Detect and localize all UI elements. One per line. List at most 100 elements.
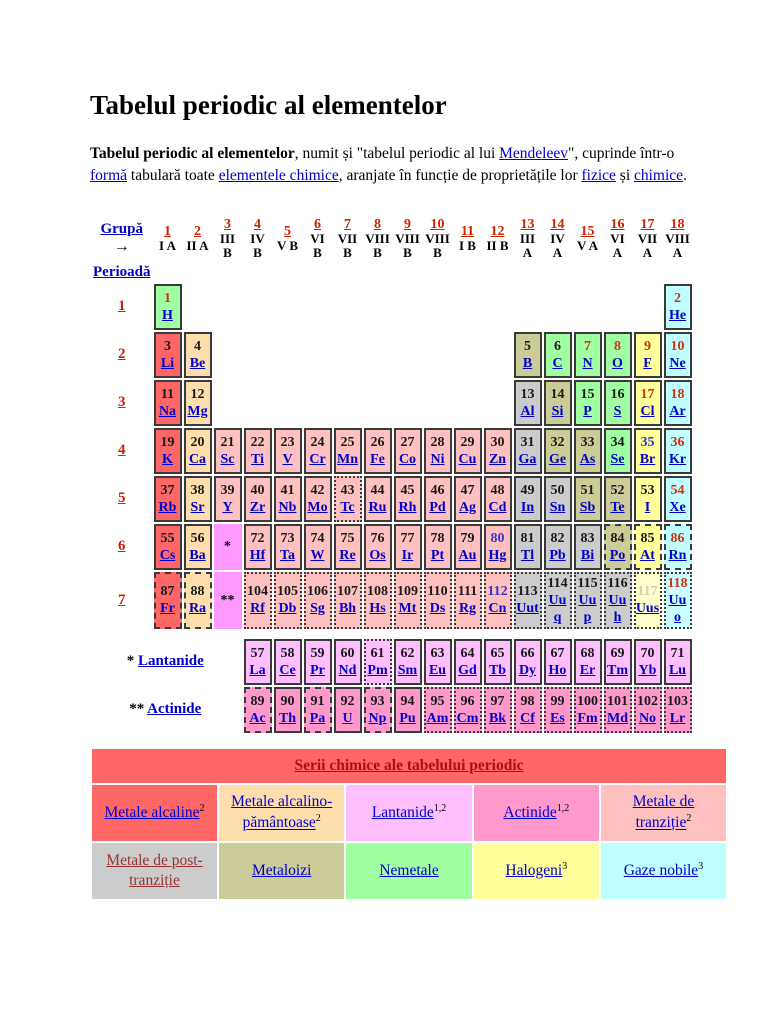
lanthanide-series-link[interactable]: Lantanide	[137, 653, 204, 670]
element-pt-link[interactable]: Pt	[430, 547, 445, 563]
group-4-link[interactable]: 4	[254, 216, 261, 232]
legend-header-link[interactable]: Serii chimice ale tabelului periodic	[294, 756, 524, 774]
element-uuq-link[interactable]: Uuq	[548, 592, 567, 625]
legend-metale-de-post-tranzi-ie-link[interactable]: Metale de post-tranziție	[106, 851, 203, 889]
element-ag-link[interactable]: Ag	[458, 499, 477, 515]
element-o-link[interactable]: O	[612, 355, 623, 371]
element-sb-link[interactable]: Sb	[579, 499, 596, 515]
group-14-link[interactable]: 14	[550, 216, 565, 232]
element-ru-link[interactable]: Ru	[368, 499, 387, 515]
element-na-link[interactable]: Na	[158, 403, 177, 419]
element-bh-link[interactable]: Bh	[338, 601, 357, 617]
element-la-link[interactable]: La	[249, 662, 266, 678]
element-th-link[interactable]: Th	[278, 710, 297, 726]
group-13-link[interactable]: 13	[520, 216, 535, 232]
legend-halogeni-link[interactable]: Halogeni	[505, 862, 563, 880]
element-al-link[interactable]: Al	[520, 403, 535, 419]
period-5-link[interactable]: 5	[118, 490, 126, 507]
element-cl-link[interactable]: Cl	[640, 403, 655, 419]
element-tb-link[interactable]: Tb	[488, 662, 507, 678]
element-ni-link[interactable]: Ni	[430, 451, 445, 467]
group-6-link[interactable]: 6	[314, 216, 321, 232]
group-17-link[interactable]: 17	[640, 216, 655, 232]
element-cu-link[interactable]: Cu	[458, 451, 477, 467]
group-10-link[interactable]: 10	[430, 216, 445, 232]
element-pb-link[interactable]: Pb	[549, 547, 566, 563]
element-rf-link[interactable]: Rf	[250, 601, 265, 617]
element-hg-link[interactable]: Hg	[488, 547, 507, 563]
element-cd-link[interactable]: Cd	[488, 499, 507, 515]
element-k-link[interactable]: K	[162, 451, 173, 467]
element-sr-link[interactable]: Sr	[190, 499, 205, 515]
element-rb-link[interactable]: Rb	[158, 499, 177, 515]
period-label-link[interactable]: Perioadă	[93, 263, 151, 280]
element-lr-link[interactable]: Lr	[669, 710, 686, 726]
element-s-link[interactable]: S	[613, 403, 622, 419]
element-uuh-link[interactable]: Uuh	[608, 592, 627, 625]
group-5-link[interactable]: 5	[284, 223, 291, 239]
element-hf-link[interactable]: Hf	[249, 547, 266, 563]
element-lu-link[interactable]: Lu	[668, 662, 687, 678]
element-md-link[interactable]: Md	[607, 710, 628, 726]
group-15-link[interactable]: 15	[580, 223, 595, 239]
element-uup-link[interactable]: Uup	[578, 592, 597, 625]
element-pd-link[interactable]: Pd	[429, 499, 446, 515]
element-mo-link[interactable]: Mo	[307, 499, 328, 515]
legend-actinide-link[interactable]: Actinide	[503, 804, 557, 822]
element-f-link[interactable]: F	[643, 355, 652, 371]
period-4-link[interactable]: 4	[118, 442, 126, 459]
element-uus-link[interactable]: Uus	[635, 601, 660, 617]
element-ti-link[interactable]: Ti	[251, 451, 264, 467]
legend-metaloizi-link[interactable]: Metaloizi	[251, 861, 312, 879]
legend-nemetale-link[interactable]: Nemetale	[379, 861, 439, 879]
element-fe-link[interactable]: Fe	[370, 451, 385, 467]
period-7-link[interactable]: 7	[118, 591, 126, 608]
element-h-link[interactable]: H	[162, 307, 173, 323]
element-np-link[interactable]: Np	[368, 710, 387, 726]
legend-lantanide-link[interactable]: Lantanide	[371, 804, 434, 822]
element-tl-link[interactable]: Tl	[520, 547, 535, 563]
element-po-link[interactable]: Po	[609, 547, 626, 563]
element-co-link[interactable]: Co	[398, 451, 417, 467]
element-fr-link[interactable]: Fr	[160, 601, 175, 617]
element-ca-link[interactable]: Ca	[188, 451, 207, 467]
element-ho-link[interactable]: Ho	[548, 662, 567, 678]
actinide-series-link[interactable]: Actinide	[147, 701, 202, 718]
element-w-link[interactable]: W	[310, 547, 325, 563]
element-pu-link[interactable]: Pu	[399, 710, 416, 726]
group-2-link[interactable]: 2	[194, 223, 201, 239]
element-pa-link[interactable]: Pa	[309, 710, 326, 726]
period-2-link[interactable]: 2	[118, 346, 126, 363]
legend-gaze-nobile-link[interactable]: Gaze nobile	[623, 862, 699, 880]
element-pr-link[interactable]: Pr	[310, 662, 325, 678]
element-eu-link[interactable]: Eu	[428, 662, 447, 678]
element-c-link[interactable]: C	[552, 355, 563, 371]
element-kr-link[interactable]: Kr	[668, 451, 687, 467]
element-mt-link[interactable]: Mt	[398, 601, 417, 617]
group-9-link[interactable]: 9	[404, 216, 411, 232]
element-te-link[interactable]: Te	[610, 499, 625, 515]
element-ds-link[interactable]: Ds	[429, 601, 446, 617]
element-cm-link[interactable]: Cm	[456, 710, 479, 726]
element-ra-link[interactable]: Ra	[188, 601, 207, 617]
element-rn-link[interactable]: Rn	[668, 547, 687, 563]
element-bk-link[interactable]: Bk	[488, 710, 507, 726]
element-os-link[interactable]: Os	[369, 547, 386, 563]
element-nb-link[interactable]: Nb	[278, 499, 297, 515]
period-1-link[interactable]: 1	[118, 298, 126, 315]
group-3-link[interactable]: 3	[224, 216, 231, 232]
element-br-link[interactable]: Br	[639, 451, 656, 467]
element-ta-link[interactable]: Ta	[279, 547, 296, 563]
element-he-link[interactable]: He	[668, 307, 687, 323]
element-be-link[interactable]: Be	[189, 355, 206, 371]
element-n-link[interactable]: N	[582, 355, 593, 371]
element-ac-link[interactable]: Ac	[249, 710, 266, 726]
element-ce-link[interactable]: Ce	[279, 662, 296, 678]
element-fm-link[interactable]: Fm	[577, 710, 598, 726]
intro-link-10[interactable]: chimice	[634, 167, 684, 185]
element-zn-link[interactable]: Zn	[488, 451, 507, 467]
element-ge-link[interactable]: Ge	[548, 451, 567, 467]
element-cr-link[interactable]: Cr	[309, 451, 326, 467]
element-v-link[interactable]: V	[282, 451, 293, 467]
element-ir-link[interactable]: Ir	[401, 547, 414, 563]
